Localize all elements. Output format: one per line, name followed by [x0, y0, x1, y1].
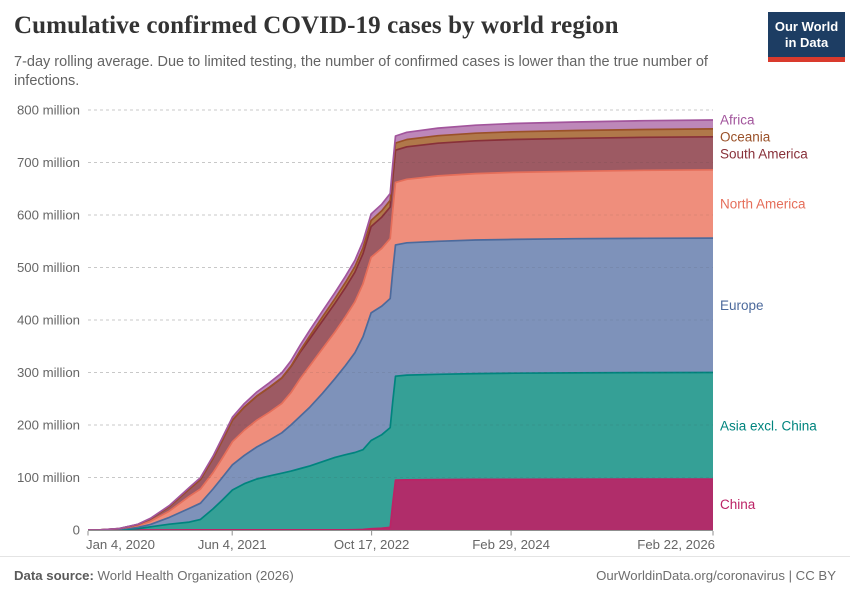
area-line-oceania	[87, 128, 714, 531]
area-line-asia-excl-china	[88, 371, 714, 531]
x-axis-label: Jun 4, 2021	[198, 537, 267, 552]
page-title: Cumulative confirmed COVID-19 cases by w…	[14, 12, 619, 39]
x-axis-label: Jan 4, 2020	[86, 537, 155, 552]
owid-logo[interactable]: Our World in Data	[768, 12, 845, 62]
owid-logo-text-line1: Our World	[774, 19, 839, 34]
area-china[interactable]	[88, 479, 713, 530]
y-axis-label: 800 million	[17, 103, 80, 118]
x-axis-label: Feb 22, 2026	[637, 537, 715, 552]
legend-label-oceania[interactable]: Oceania	[720, 129, 771, 144]
x-axis-label: Oct 17, 2022	[334, 537, 410, 552]
legend-label-south-america[interactable]: South America	[720, 146, 808, 161]
area-europe[interactable]	[88, 238, 713, 530]
y-axis-label: 0	[73, 523, 80, 538]
y-axis-label: 400 million	[17, 313, 80, 328]
area-asia-excl-china[interactable]	[88, 372, 713, 531]
y-axis-label: 200 million	[17, 418, 80, 433]
y-axis-label: 100 million	[17, 470, 80, 485]
y-axis-label: 600 million	[17, 208, 80, 223]
page-subtitle: 7-day rolling average. Due to limited te…	[14, 54, 708, 89]
area-north-america[interactable]	[88, 169, 713, 531]
data-source: Data source: World Health Organization (…	[14, 568, 294, 583]
legend-label-china[interactable]: China	[720, 497, 756, 512]
legend-label-africa[interactable]: Africa	[720, 112, 755, 127]
area-line-africa	[87, 119, 714, 531]
y-axis-label: 300 million	[17, 365, 80, 380]
y-axis-label: 500 million	[17, 260, 80, 275]
covid-area-chart: 800 million 700 million 600 million 500 mil…	[17, 103, 817, 553]
legend-label-asia-excl-china[interactable]: Asia excl. China	[720, 418, 817, 433]
data-source-value: World Health Organization (2026)	[93, 568, 294, 583]
footer-license[interactable]: OurWorldinData.org/coronavirus | CC BY	[596, 568, 836, 583]
legend-label-europe[interactable]: Europe	[720, 298, 764, 313]
area-line-europe	[87, 237, 714, 531]
y-axis-label: 700 million	[17, 155, 80, 170]
area-line-china	[88, 478, 713, 531]
area-line-north-america	[87, 168, 714, 531]
x-axis-label: Feb 29, 2024	[472, 537, 550, 552]
owid-logo-text-line2: in Data	[784, 34, 829, 50]
footer: Data source: World Health Organization (…	[0, 556, 850, 600]
legend-label-north-america[interactable]: North America	[720, 196, 806, 211]
data-source-label: Data source:	[14, 568, 94, 583]
